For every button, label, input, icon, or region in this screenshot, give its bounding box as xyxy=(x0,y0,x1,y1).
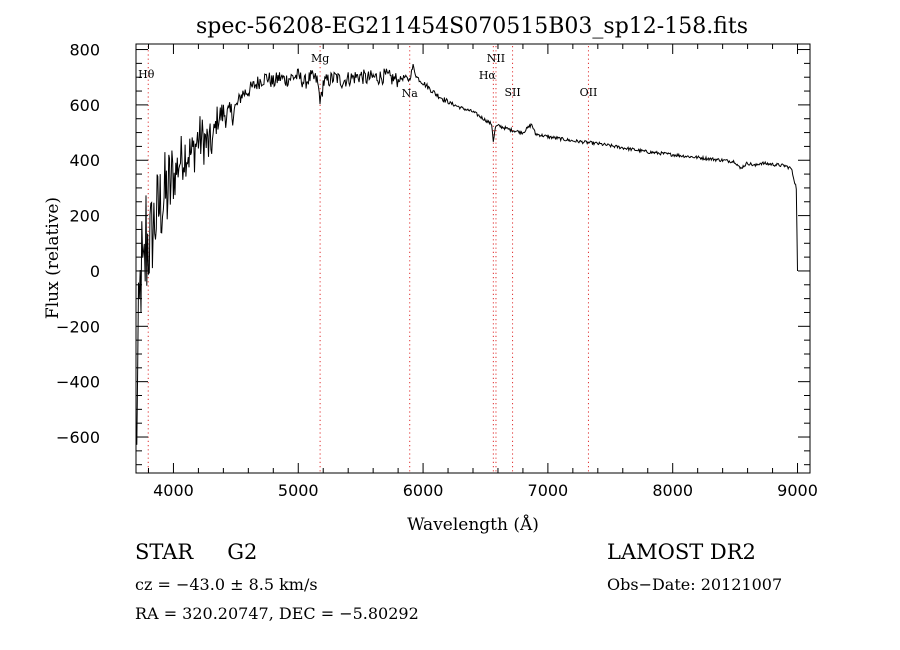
object-class-label: STAR xyxy=(135,540,194,564)
object-class: STAR G2 xyxy=(135,540,257,564)
plot-frame xyxy=(135,43,811,474)
x-axis-label: Wavelength (Å) xyxy=(407,514,539,535)
x-tick-label: 6000 xyxy=(403,481,444,500)
x-tick-label: 5000 xyxy=(278,481,319,500)
coordinates-readout: RA = 320.20747, DEC = −5.80292 xyxy=(135,604,419,623)
y-tick-label: −200 xyxy=(56,317,100,336)
line-marker-label: NII xyxy=(487,52,505,65)
x-tick-label: 8000 xyxy=(652,481,693,500)
x-tick-label: 9000 xyxy=(777,481,818,500)
line-marker-label: Hα xyxy=(479,69,497,82)
line-marker-label: SII xyxy=(504,86,520,99)
chart-title: spec-56208-EG211454S070515B03_sp12-158.f… xyxy=(196,14,748,39)
x-tick-label: 4000 xyxy=(153,481,194,500)
spectrum-line xyxy=(135,63,798,445)
survey-name: LAMOST DR2 xyxy=(607,540,756,564)
y-axis: −600 −400 −200 0 200 400 600 800 xyxy=(56,41,810,466)
line-marker-label: Mg xyxy=(311,52,329,65)
y-axis-label: Flux (relative) xyxy=(43,197,63,319)
y-tick-label: −400 xyxy=(56,373,100,392)
line-markers xyxy=(147,46,589,473)
y-tick-label: 200 xyxy=(69,207,100,226)
line-marker-label: Hθ xyxy=(138,68,155,81)
line-marker-labels: Hθ Mg Na NII Hα SII OII xyxy=(138,52,597,100)
y-tick-label: 400 xyxy=(69,151,100,170)
obs-date: Obs−Date: 20121007 xyxy=(607,575,783,594)
line-marker-label: OII xyxy=(580,86,598,99)
y-tick-label: 800 xyxy=(69,41,100,60)
line-marker-label: Na xyxy=(402,87,419,100)
subclass-label: G2 xyxy=(227,540,258,564)
y-tick-label: −600 xyxy=(56,428,100,447)
redshift-readout: cz = −43.0 ± 8.5 km/s xyxy=(135,575,318,594)
x-tick-label: 7000 xyxy=(528,481,569,500)
y-tick-label: 0 xyxy=(90,262,100,281)
x-axis: 4000 5000 6000 7000 8000 9000 xyxy=(147,44,818,500)
y-tick-label: 600 xyxy=(69,96,100,115)
